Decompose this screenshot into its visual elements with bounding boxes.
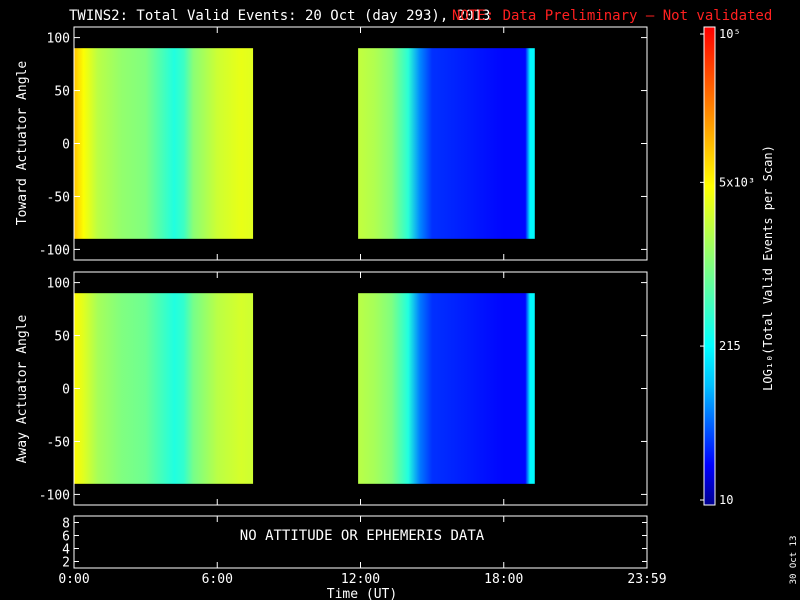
heatmap-data-block xyxy=(74,293,254,484)
heatmap-data-block xyxy=(358,293,535,484)
y-tick-label: 50 xyxy=(54,330,70,345)
date-stamp: 30 Oct 13 xyxy=(789,536,799,585)
preliminary-note: NOTE: Data Preliminary — Not validated xyxy=(452,8,772,24)
toward-y-label: Toward Actuator Angle xyxy=(15,61,30,226)
y-tick-label: 8 xyxy=(62,517,70,532)
colorbar-tick-label: 10 xyxy=(719,493,733,507)
x-tick-label: 23:59 xyxy=(627,572,666,587)
colorbar-gradient xyxy=(704,27,715,505)
toward-y-axis: 100 50 0 -50 -100 xyxy=(39,32,647,258)
away-y-axis: 100 50 0 -50 -100 xyxy=(39,277,647,503)
x-axis-label: Time (UT) xyxy=(327,587,397,600)
y-tick-label: 100 xyxy=(47,32,70,47)
colorbar: 10⁵ 5x10³ 215 10 LOG₁₀(Total Valid Events p… xyxy=(700,26,775,507)
time-axis: 0:00 6:00 12:00 18:00 23:59 xyxy=(58,27,667,587)
y-tick-label: 2 xyxy=(62,556,70,571)
y-tick-label: 50 xyxy=(54,85,70,100)
colorbar-label: LOG₁₀(Total Valid Events per Scan) xyxy=(761,145,775,391)
no-data-message: NO ATTITUDE OR EPHEMERIS DATA xyxy=(240,528,485,544)
y-tick-label: 100 xyxy=(47,277,70,292)
away-heatmap xyxy=(74,293,535,484)
colorbar-frame xyxy=(703,26,716,506)
away-actuator-panel: 100 50 0 -50 -100 Away Actuator Angle xyxy=(15,271,648,506)
y-tick-label: -50 xyxy=(47,435,70,450)
y-tick-label: 0 xyxy=(62,383,70,398)
x-tick-label: 0:00 xyxy=(58,572,89,587)
toward-heatmap xyxy=(74,48,535,239)
y-tick-label: -50 xyxy=(47,190,70,205)
y-tick-label: -100 xyxy=(39,488,70,503)
away-y-label: Away Actuator Angle xyxy=(15,314,30,463)
x-tick-label: 6:00 xyxy=(202,572,233,587)
x-tick-label: 12:00 xyxy=(341,572,380,587)
y-tick-label: 6 xyxy=(62,530,70,545)
toward-actuator-panel: 100 50 0 -50 -100 Toward Actuator Angle xyxy=(15,26,648,261)
colorbar-tick-label: 10⁵ xyxy=(719,27,741,41)
colorbar-tick-label: 5x10³ xyxy=(719,175,755,189)
heatmap-data-block xyxy=(358,48,535,239)
y-tick-label: -100 xyxy=(39,243,70,258)
heatmap-data-block xyxy=(74,48,254,239)
colorbar-ticks: 10⁵ 5x10³ 215 10 xyxy=(700,27,755,507)
y-tick-label: 4 xyxy=(62,543,70,558)
colorbar-tick-label: 215 xyxy=(719,339,741,353)
x-tick-label: 18:00 xyxy=(484,572,523,587)
chart-title: TWINS2: Total Valid Events: 20 Oct (day … xyxy=(69,8,490,24)
y-tick-label: 0 xyxy=(62,138,70,153)
